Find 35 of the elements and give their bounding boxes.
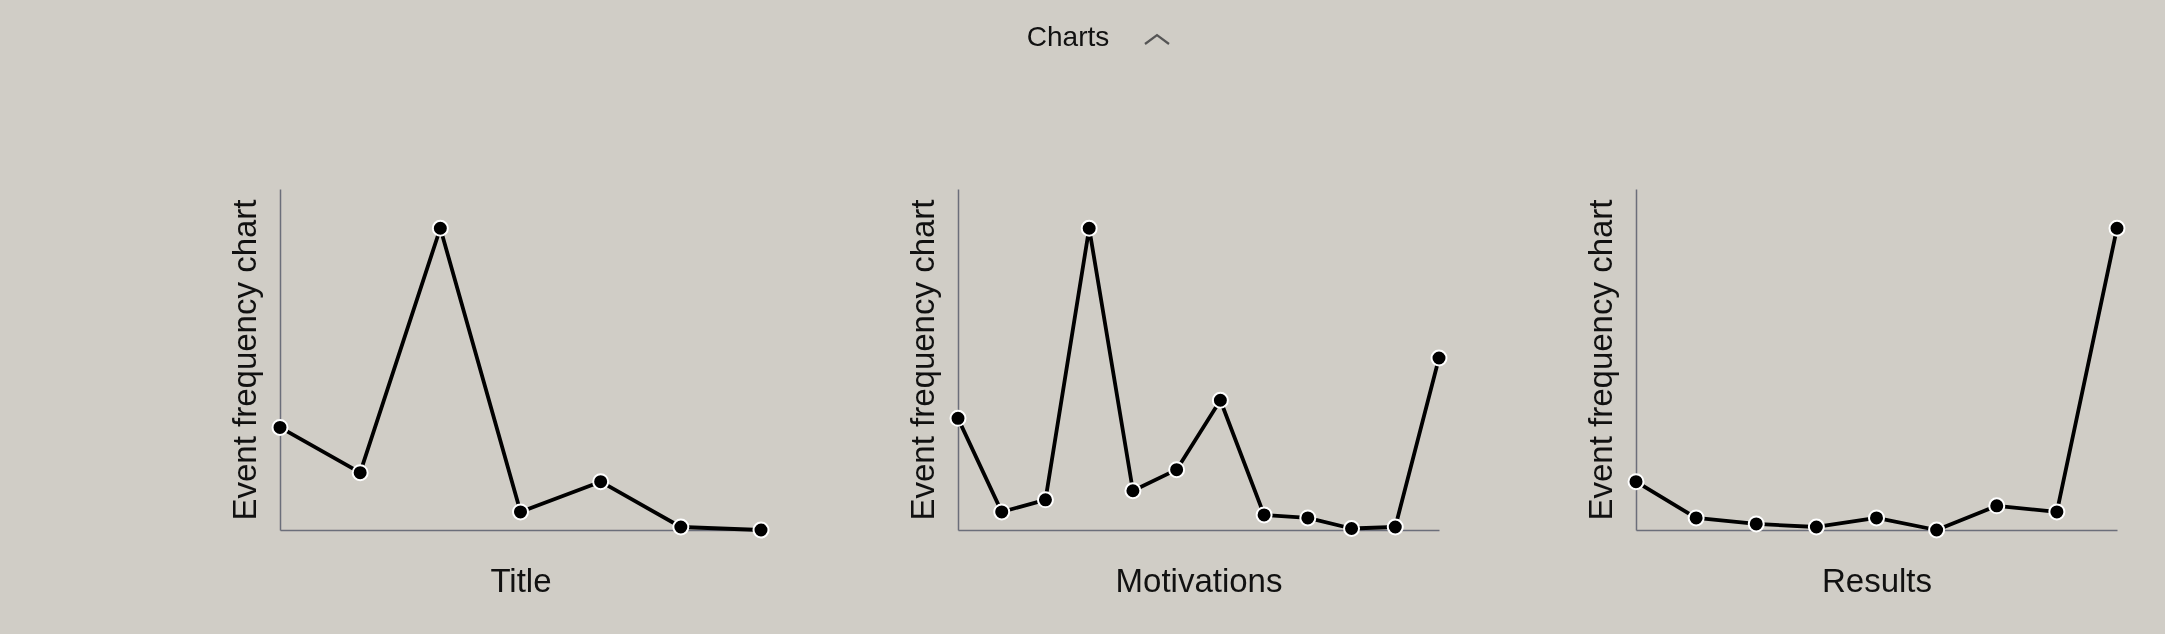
- point: [431, 219, 449, 237]
- point: [2048, 503, 2066, 521]
- point: [271, 418, 289, 436]
- point: [1386, 518, 1404, 536]
- text: Charts: [1026, 21, 1110, 52]
- y-axis-title: Event frequency chart: [903, 199, 941, 521]
- point: [512, 503, 529, 521]
- point: [672, 518, 690, 536]
- point: [1124, 482, 1142, 500]
- point: [1807, 518, 1825, 536]
- point: [1299, 509, 1317, 527]
- x-axis-title: Title: [490, 561, 552, 599]
- point: [1168, 461, 1186, 479]
- point: [1080, 219, 1098, 237]
- point: [1211, 391, 1229, 409]
- point: [1430, 349, 1448, 367]
- point: [1343, 520, 1361, 537]
- point: [2108, 219, 2126, 237]
- point: [592, 473, 610, 491]
- point: [1988, 497, 2006, 515]
- point: [1868, 509, 1885, 527]
- point: [1687, 509, 1705, 527]
- point: [351, 464, 369, 482]
- point: [993, 503, 1011, 521]
- x-axis-title: Motivations: [1115, 561, 1283, 599]
- y-axis-title: Event frequency chart: [1581, 199, 1619, 521]
- point: [1255, 506, 1273, 524]
- x-axis-title: Results: [1821, 561, 1933, 599]
- point: [1627, 473, 1645, 491]
- point: [1036, 491, 1054, 509]
- y-axis-title: Event frequency chart: [225, 199, 263, 521]
- point: [752, 521, 770, 539]
- point: [949, 409, 967, 427]
- point: [1928, 521, 1946, 539]
- point: [1747, 515, 1765, 533]
